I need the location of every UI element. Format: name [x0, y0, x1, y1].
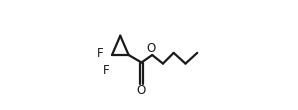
- Text: F: F: [103, 64, 110, 77]
- Text: O: O: [147, 42, 156, 55]
- Text: F: F: [97, 47, 103, 60]
- Text: O: O: [137, 84, 146, 97]
